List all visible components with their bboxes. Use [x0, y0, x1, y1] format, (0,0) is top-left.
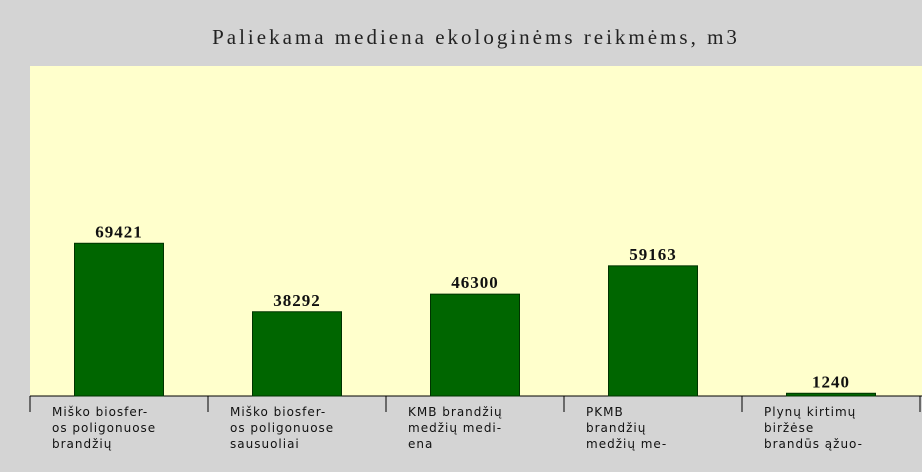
bar: [430, 293, 520, 397]
value-label: 69421: [95, 222, 143, 241]
x-tick-label: KMB brandžių: [408, 405, 503, 419]
bar: [74, 242, 164, 397]
bar: [786, 392, 876, 397]
x-tick-label: Miško biosfer-: [52, 405, 148, 419]
x-tick-label: medžių medi-: [408, 421, 502, 435]
x-tick-label: ena: [408, 437, 433, 451]
x-tick-label: brandžių: [52, 437, 112, 451]
x-tick-label: os poligonuose: [230, 421, 334, 435]
x-tick-label: brandūs ąžuo-: [764, 437, 863, 451]
bar: [608, 265, 698, 397]
chart-title: Paliekama mediena ekologinėms reikmėms, …: [212, 25, 740, 49]
x-tick-label: sausuoliai: [230, 437, 300, 451]
value-label: 38292: [273, 291, 321, 310]
x-tick-label: Plynų kirtimų: [764, 405, 856, 419]
value-label: 1240: [812, 372, 850, 391]
x-tick-label: brandžių: [586, 421, 646, 435]
x-tick-label: medžių me-: [586, 437, 667, 451]
x-tick-label: biržėse: [764, 421, 814, 435]
bar: [252, 311, 342, 397]
value-label: 59163: [629, 245, 677, 264]
x-tick-label: PKMB: [586, 405, 624, 419]
value-label: 46300: [451, 273, 499, 292]
x-tick-label: Miško biosfer-: [230, 405, 326, 419]
x-tick-label: os poligonuose: [52, 421, 156, 435]
